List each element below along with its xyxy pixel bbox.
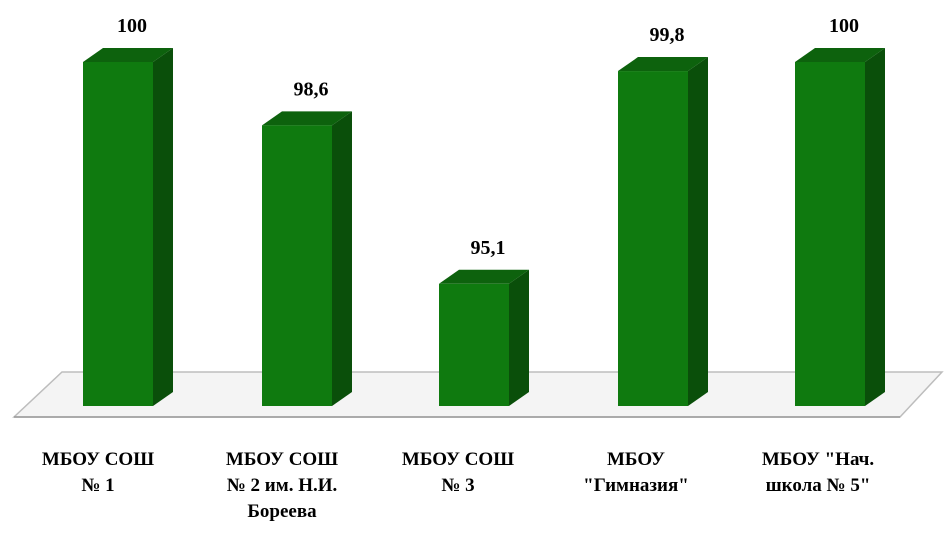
category-label-line: МБОУ "Нач. xyxy=(761,449,875,470)
category-label-1: МБОУ СОШ № 1 xyxy=(13,447,183,499)
category-label-line: МБОУ xyxy=(606,449,666,470)
category-label-2: МБОУ СОШ № 2 им. Н.И. Бореева xyxy=(197,447,367,525)
bar-2 xyxy=(262,125,332,407)
category-label-line: МБОУ СОШ xyxy=(225,449,339,470)
bar-top-1 xyxy=(83,48,173,62)
category-label-line: № 2 им. Н.И. xyxy=(226,475,338,496)
bar-3 xyxy=(439,283,509,406)
data-label-5: 100 xyxy=(829,15,859,37)
bar-5 xyxy=(795,62,865,406)
category-label-line: МБОУ СОШ xyxy=(41,449,155,470)
category-label-3: МБОУ СОШ № 3 xyxy=(373,447,543,499)
bar-side-4 xyxy=(688,57,708,406)
bar-1 xyxy=(83,62,153,406)
data-label-4: 99,8 xyxy=(650,24,685,46)
category-label-line: школа № 5" xyxy=(765,475,871,496)
category-label-4: МБОУ "Гимназия" xyxy=(551,447,721,499)
category-label-line: Бореева xyxy=(247,501,317,522)
data-label-3: 95,1 xyxy=(471,237,506,259)
data-label-1: 100 xyxy=(117,15,147,37)
bar-top-4 xyxy=(618,57,708,72)
bar-top-3 xyxy=(439,269,529,284)
bar-side-3 xyxy=(509,269,529,406)
bar-side-5 xyxy=(865,48,885,406)
bar-top-2 xyxy=(262,111,352,126)
category-label-line: № 1 xyxy=(81,475,115,496)
bar-side-1 xyxy=(153,48,173,406)
category-label-line: "Гимназия" xyxy=(583,475,689,496)
category-label-line: № 3 xyxy=(441,475,475,496)
bar-4 xyxy=(618,71,688,406)
category-label-5: МБОУ "Нач. школа № 5" xyxy=(733,447,903,499)
bar-side-2 xyxy=(332,111,352,407)
bar-top-5 xyxy=(795,48,885,62)
category-label-line: МБОУ СОШ xyxy=(401,449,515,470)
data-label-2: 98,6 xyxy=(294,78,329,100)
